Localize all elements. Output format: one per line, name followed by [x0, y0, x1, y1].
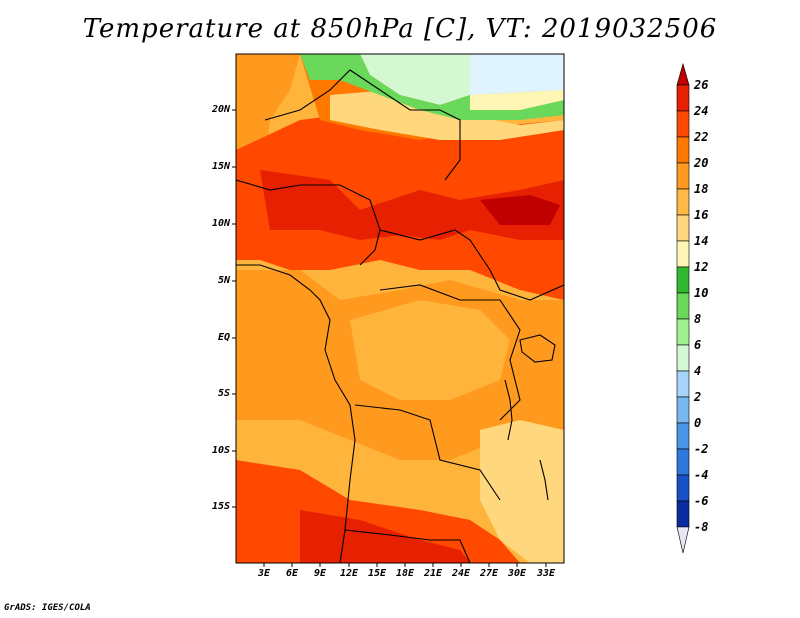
lon-label-30e: 30E [507, 568, 527, 579]
colorbar-seg-5 [676, 214, 690, 242]
colorbar-label-12: 12 [694, 260, 709, 274]
colorbar-label-8: 8 [694, 312, 702, 326]
lake-tanganyika [504, 379, 513, 441]
lat-label-eq: EQ [217, 332, 230, 343]
lat-label-10s: 10S [211, 445, 230, 456]
map-title: Temperature at 850hPa [C], VT: 201903250… [82, 14, 718, 44]
colorbar-label-10: 10 [694, 286, 709, 300]
field-sahel-core [260, 170, 564, 240]
colorbar-label-26: 26 [694, 78, 709, 92]
colorbar-label-minus8: -8 [694, 520, 709, 534]
colorbar-label-2: 2 [694, 390, 702, 404]
colorbar-top-arrow [676, 62, 690, 86]
map-frame [235, 53, 565, 564]
lon-label-9e: 9E [313, 568, 327, 579]
lake-victoria [519, 334, 556, 363]
colorbar-seg-2 [676, 136, 690, 164]
lon-label-6e: 6E [285, 568, 299, 579]
colorbar-seg-13 [676, 422, 690, 450]
colorbar-label-14: 14 [694, 234, 709, 248]
colorbar-label-22: 22 [694, 130, 709, 144]
colorbar-seg-11 [676, 370, 690, 398]
country-borders [236, 69, 564, 563]
colorbar-seg-7 [676, 266, 690, 294]
lon-label-12e: 12E [339, 568, 359, 579]
lon-label-18e: 18E [395, 568, 415, 579]
temperature-field [236, 54, 564, 563]
field-congo-inner [350, 300, 510, 400]
lat-label-10n: 10N [211, 218, 230, 229]
colorbar-seg-12 [676, 396, 690, 424]
colorbar-seg-1 [676, 110, 690, 138]
border-drc-south [354, 404, 501, 501]
lat-label-20n: 20N [211, 104, 230, 115]
colorbar-label-16: 16 [694, 208, 709, 222]
colorbar-label-minus2: -2 [694, 442, 709, 456]
colorbar-label-18: 18 [694, 182, 709, 196]
lon-label-21e: 21E [423, 568, 443, 579]
lon-label-24e: 24E [451, 568, 471, 579]
colorbar-bottom-arrow [676, 526, 690, 554]
colorbar-label-0: 0 [694, 416, 702, 430]
colorbar-seg-14 [676, 448, 690, 476]
colorbar-seg-16 [676, 500, 690, 528]
colorbar-label-4: 4 [694, 364, 702, 378]
colorbar-label-6: 6 [694, 338, 702, 352]
colorbar-label-minus6: -6 [694, 494, 709, 508]
colorbar-seg-10 [676, 344, 690, 372]
colorbar-seg-15 [676, 474, 690, 502]
lon-label-3e: 3E [257, 568, 271, 579]
lon-label-15e: 15E [367, 568, 387, 579]
lat-label-5s: 5S [217, 388, 230, 399]
colorbar-label-20: 20 [694, 156, 709, 170]
lake-malawi [539, 459, 549, 501]
colorbar-seg-6 [676, 240, 690, 268]
colorbar-label-24: 24 [694, 104, 709, 118]
colorbar-seg-8 [676, 292, 690, 320]
colorbar-seg-4 [676, 188, 690, 216]
colorbar-seg-3 [676, 162, 690, 190]
border-sahel [236, 179, 381, 266]
field-cyan-north [470, 54, 564, 95]
field-pale-north [360, 54, 470, 105]
axis-ticks [232, 109, 547, 567]
grads-credit: GrADS: IGES/COLA [4, 603, 91, 613]
colorbar-seg-9 [676, 318, 690, 346]
border-angola [344, 529, 471, 563]
border-congo [379, 284, 521, 421]
colorbar-label-minus4: -4 [694, 468, 709, 482]
colorbar [676, 62, 690, 554]
field-paleyellow-north [470, 90, 564, 110]
field-east-highlands [480, 420, 564, 563]
colorbar-seg-0 [676, 84, 690, 112]
lat-label-5n: 5N [217, 275, 230, 286]
border-central-africa [379, 229, 564, 301]
lat-label-15n: 15N [211, 161, 230, 172]
field-sahel-darkcore [480, 195, 560, 225]
lon-label-33e: 33E [536, 568, 556, 579]
lat-label-15s: 15S [211, 501, 230, 512]
lon-label-27e: 27E [479, 568, 499, 579]
border-north [264, 69, 461, 181]
coastline-west [236, 264, 356, 563]
